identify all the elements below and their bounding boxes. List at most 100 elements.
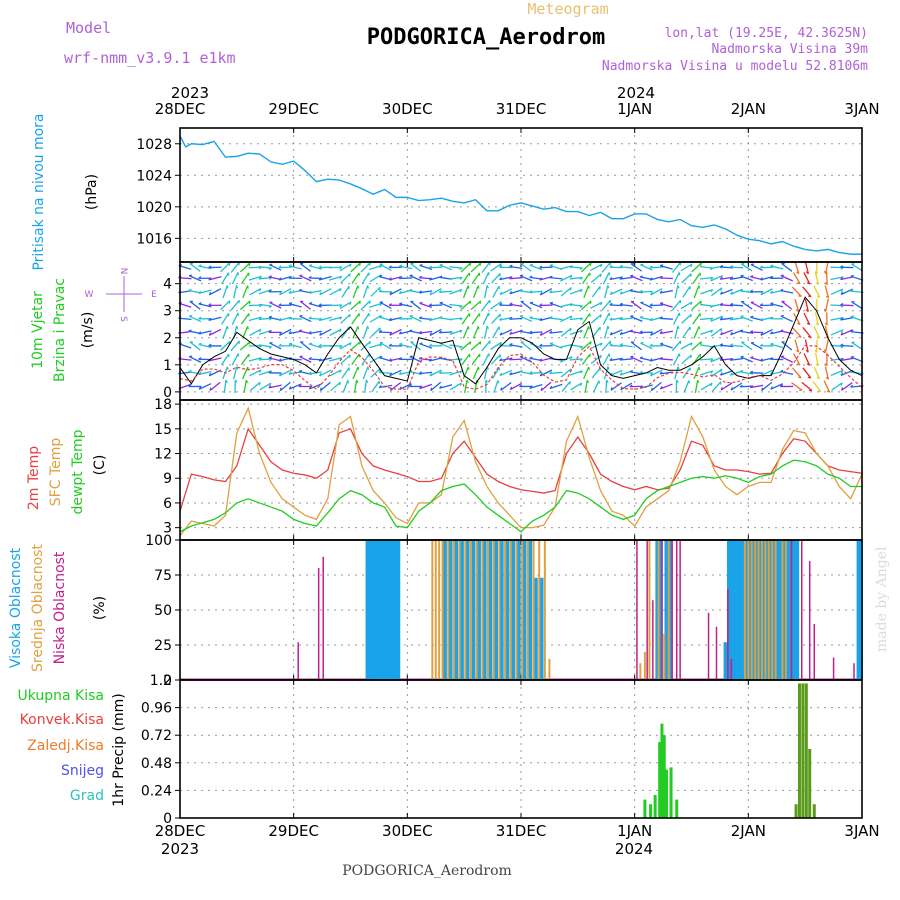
wind-arrow [540, 328, 553, 336]
wind-arrow-head [579, 382, 583, 387]
wind-arrow [710, 356, 723, 363]
wind-arrow [520, 300, 532, 310]
wind-arrow-head [499, 291, 503, 295]
year-bottom-left: 2023 [161, 840, 199, 858]
cloud-panel: 0 25 50 75 100 [145, 533, 863, 689]
wind-arrow [483, 366, 489, 380]
wind-arrow [740, 275, 753, 282]
wind-arrow [601, 340, 612, 352]
wind-arrow [539, 369, 553, 377]
wind-arrow-head [318, 317, 322, 321]
wind-arrow [279, 381, 291, 392]
wind-arrow-head [529, 330, 533, 334]
wind-arrow-head [609, 317, 613, 321]
wind-arrow-head [607, 366, 610, 370]
wind-arrow [569, 329, 583, 336]
wind-arrow-head [459, 370, 463, 374]
wind-arrow [482, 353, 490, 366]
wind-arrow-head [499, 372, 503, 376]
wind-arrow-head [278, 372, 282, 377]
wind-arrow-head [379, 356, 383, 359]
wind-arrow [379, 301, 392, 309]
cloud-high-bar [505, 540, 510, 680]
wind-arrow [581, 313, 591, 325]
wind-arrow [499, 276, 513, 281]
wind-arrow-head [198, 264, 202, 267]
wind-arrow [710, 287, 723, 297]
wind-arrow-head [797, 282, 801, 285]
wind-arrow [750, 372, 764, 374]
wind-arrow-head [607, 325, 610, 330]
wind-arrow [780, 315, 793, 323]
wind-arrow-head [499, 265, 503, 268]
cloud-high-bar [784, 540, 789, 680]
wind-arrow [429, 288, 442, 296]
wind-arrow-head [339, 357, 343, 361]
cloud-high-bar [788, 540, 793, 680]
wind-arrow [603, 366, 609, 380]
wind-arrow-head [268, 315, 272, 318]
wind-arrow [609, 344, 623, 347]
wind-arrow-head [308, 342, 313, 345]
cloud-high-bar [392, 540, 397, 680]
wind-arrow [671, 299, 682, 311]
wind-arrow [824, 285, 830, 299]
wind-arrow-head [769, 276, 774, 279]
wind-arrow-head [539, 372, 543, 377]
wind-arrow-head [840, 382, 843, 386]
wind-arrow [509, 344, 523, 348]
wind-arrow [470, 262, 482, 273]
wind-arrow [830, 369, 844, 376]
wind-arrow-head [308, 301, 313, 305]
wind-arrow-head [619, 343, 623, 346]
cloud-high-bar [488, 540, 493, 680]
wind-arrow [279, 288, 292, 296]
wind-arrow-head [509, 316, 513, 320]
wind-arrow [350, 300, 361, 311]
wind-arrow-head [729, 264, 734, 268]
wind-arrow-head [486, 285, 489, 289]
wind-arrow-head [719, 343, 724, 346]
wind-arrow [258, 344, 272, 348]
wind-arrow-head [208, 303, 212, 306]
wind-arrow [700, 370, 713, 376]
wind-arrow-head [769, 290, 773, 294]
cloud-high-bar [379, 540, 384, 680]
wind-arrow-head [660, 342, 664, 345]
wind-arrow-head [823, 349, 827, 353]
wind-arrow [569, 370, 583, 376]
wind-arrow-head [429, 277, 432, 281]
compass-w: W [85, 290, 94, 300]
wind-arrow [370, 327, 381, 338]
wind-arrow-head [770, 264, 774, 267]
wind-arrow-head [610, 387, 613, 391]
wind-arrow [520, 263, 532, 272]
wind-arrow [370, 368, 381, 378]
temp-2m-line [179, 427, 863, 512]
wind-arrow [230, 340, 240, 352]
wind-arrow-head [619, 264, 623, 268]
wind-arrow-head [398, 290, 402, 294]
wind-arrow [609, 276, 623, 281]
wind-arrow [605, 379, 608, 393]
wind-arrow [493, 380, 499, 393]
wind-arrow-head [814, 349, 818, 353]
wind-arrow [449, 329, 463, 336]
wind-arrow-head [760, 291, 763, 296]
wind-arrow-head [650, 291, 653, 296]
wind-arrow-head [299, 274, 303, 277]
cloud-mid-bar [767, 540, 770, 680]
wind-arrow-head [318, 343, 322, 347]
wind-arrow [570, 382, 583, 391]
wind-arrow [814, 352, 819, 366]
wind-arrow-head [198, 302, 202, 305]
wind-arrow-head [609, 332, 613, 336]
wind-arrow-head [339, 382, 341, 386]
precip-bar-late [797, 683, 801, 818]
wind-arrow [269, 342, 282, 350]
wind-arrow-head [349, 342, 352, 346]
wind-arrow-head [600, 264, 603, 268]
wind-arrow [472, 326, 479, 339]
wind-arrow-head [815, 322, 819, 326]
wind-arrow-head [439, 263, 443, 266]
